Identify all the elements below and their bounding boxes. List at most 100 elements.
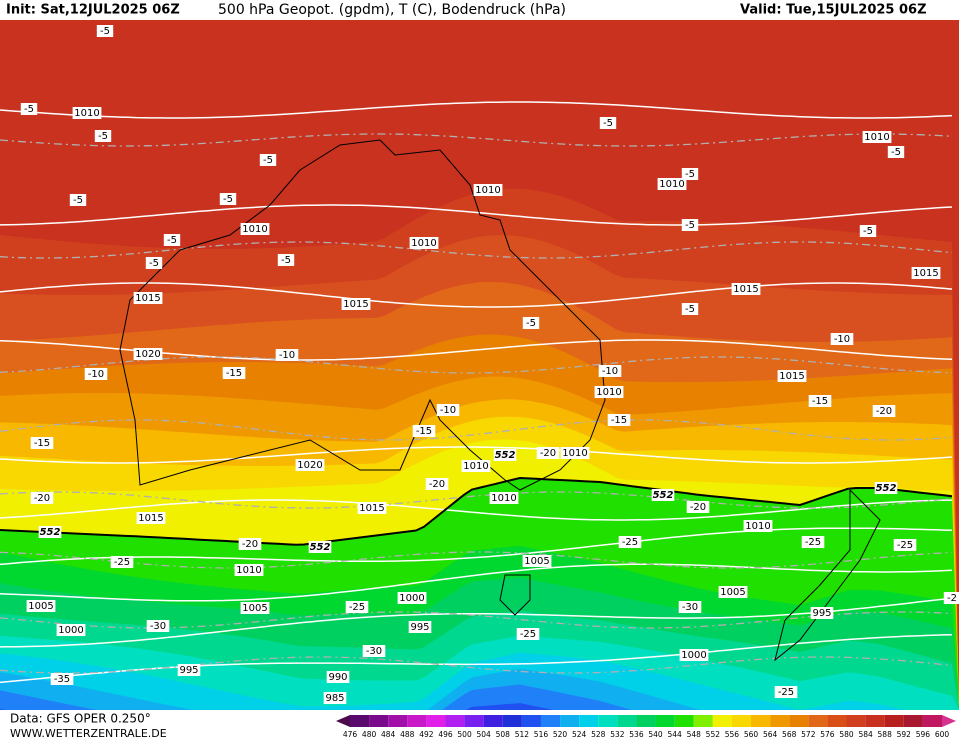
- init-time: Init: Sat,12JUL2025 06Z: [6, 3, 180, 18]
- temperature-label-box: [20, 103, 38, 115]
- temperature-label: -5: [685, 220, 695, 231]
- colorbar-cell: [483, 715, 503, 727]
- coastline: [499, 574, 531, 616]
- isobar: [0, 499, 953, 521]
- pressure-label-box: [136, 512, 166, 524]
- colorbar-cell: [426, 715, 446, 727]
- contour-labels: 1010 1010 1010 1010 1010 1010 1015 1015 1015 1015…: [20, 25, 959, 704]
- pressure-label: 1005: [242, 603, 267, 614]
- temperature-label: -5: [263, 155, 273, 166]
- temperature-label-box: [146, 620, 170, 632]
- pressure-label-box: [560, 447, 590, 459]
- temperature-label: -20: [690, 502, 706, 513]
- colorbar-cell: [560, 715, 580, 727]
- pressure-label-box: [133, 292, 163, 304]
- colorbar-label: 504: [477, 730, 492, 739]
- pressure-label: 995: [812, 608, 831, 619]
- temperature-label: -15: [226, 368, 242, 379]
- temperature-label: -10: [602, 366, 618, 377]
- colorbar-label: 580: [839, 730, 854, 739]
- colorbar-label: 600: [935, 730, 950, 739]
- pressure-label: 1020: [135, 349, 160, 360]
- colorbar-label: 552: [706, 730, 721, 739]
- temperature-label-box: [275, 349, 299, 361]
- colorbar-cell: [751, 715, 771, 727]
- pressure-label: 1010: [236, 565, 261, 576]
- coastline: [774, 488, 881, 662]
- pressure-label-box: [177, 664, 201, 676]
- geopotential-label-box: [493, 449, 517, 461]
- temperature-label-box: [516, 628, 540, 640]
- colorbar-arrow: [942, 715, 956, 727]
- isobar: [0, 101, 953, 119]
- colorbar-label: 496: [438, 730, 453, 739]
- temperature-label-box: [145, 257, 163, 269]
- pressure-label-box: [473, 184, 503, 196]
- temperature-label-box: [362, 645, 386, 657]
- pressure-label-box: [234, 564, 264, 576]
- pressure-label: 1015: [135, 293, 160, 304]
- temperature-label-box: [618, 536, 642, 548]
- pressure-label: 1010: [562, 448, 587, 459]
- pressure-label-box: [810, 607, 834, 619]
- colorbar-label: 596: [916, 730, 931, 739]
- temperature-label: -5: [526, 318, 536, 329]
- temperature-label: -20: [34, 493, 50, 504]
- temperature-label: -5: [863, 226, 873, 237]
- temperature-label: -25: [897, 540, 913, 551]
- colorbar-label: 488: [400, 730, 415, 739]
- temperature-label: -20: [242, 539, 258, 550]
- temperature-label: -10: [88, 369, 104, 380]
- temperature-label: -15: [812, 396, 828, 407]
- pressure-label-box: [357, 502, 387, 514]
- colorbar-label: 484: [381, 730, 396, 739]
- isobar: [0, 282, 953, 308]
- colorbar-cell: [674, 715, 694, 727]
- temperature-label-box: [599, 117, 617, 129]
- pressure-label: 995: [179, 665, 198, 676]
- pressure-label-box: [397, 592, 427, 604]
- colorbar-label: 544: [667, 730, 682, 739]
- temperature-label-box: [30, 437, 54, 449]
- colorbar-cell: [827, 715, 847, 727]
- temperature-label-box: [30, 492, 54, 504]
- temperature-label: -15: [611, 415, 627, 426]
- pressure-label: 1015: [138, 513, 163, 524]
- geopotential-label: 552: [653, 490, 674, 501]
- colorbar: 476 480 484 488 492 496 500 504 508 512 516 520 524 5…: [336, 715, 956, 739]
- temperature-label-box: [277, 254, 295, 266]
- geopotential-line: [0, 476, 953, 546]
- geopotential-label-box: [38, 526, 62, 538]
- temperature-label: -5: [891, 147, 901, 158]
- pressure-label-box: [295, 459, 325, 471]
- isotherm: [0, 133, 953, 147]
- temperature-label: -30: [150, 621, 166, 632]
- temperature-label-box: [887, 146, 905, 158]
- pressure-label: 1010: [242, 224, 267, 235]
- pressure-label-box: [911, 267, 941, 279]
- temperature-label: -25: [622, 537, 638, 548]
- colorbar-cell: [540, 715, 561, 727]
- pressure-label-box: [862, 131, 892, 143]
- temperature-label-box: [259, 154, 277, 166]
- colorbar-cell: [655, 715, 675, 727]
- pressure-label-box: [522, 555, 552, 567]
- colorbar-cell: [521, 715, 541, 727]
- isotherm: [0, 419, 953, 441]
- temperature-label: -25: [114, 557, 130, 568]
- temperature-label-box: [859, 225, 877, 237]
- temperature-label-box: [681, 168, 699, 180]
- temperature-label-box: [94, 130, 112, 142]
- pressure-label: 1000: [681, 650, 706, 661]
- colorbar-cell: [579, 715, 599, 727]
- pressure-label: 1010: [659, 179, 684, 190]
- pressure-label-box: [133, 348, 163, 360]
- temperature-label: -5: [281, 255, 291, 266]
- colorbar-cell: [464, 715, 484, 727]
- pressure-label: 1015: [359, 503, 384, 514]
- temperature-label: -25: [778, 687, 794, 698]
- pressure-label: 1010: [745, 521, 770, 532]
- pressure-label-box: [341, 298, 371, 310]
- valid-time: Valid: Tue,15JUL2025 06Z: [740, 3, 927, 18]
- pressure-label-box: [594, 386, 624, 398]
